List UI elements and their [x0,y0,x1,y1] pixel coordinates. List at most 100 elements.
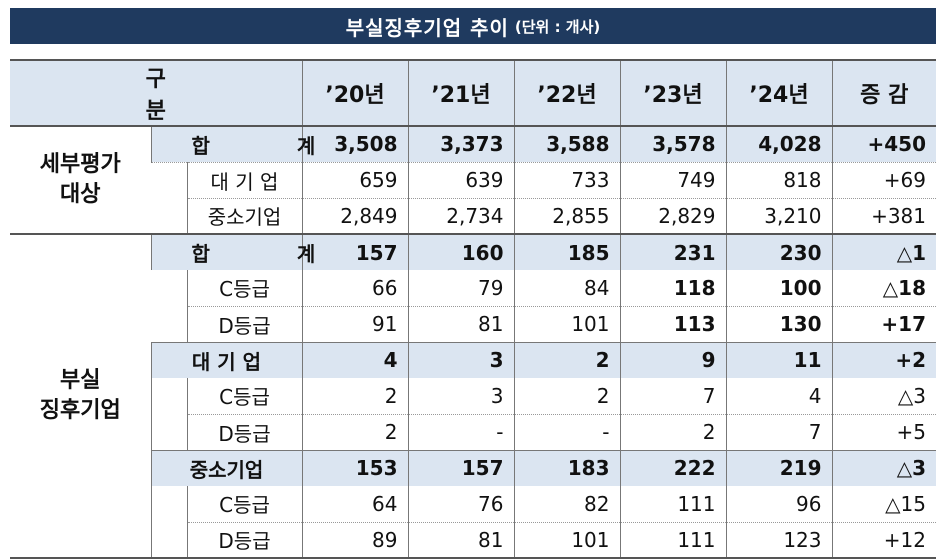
indent-cell [150,522,187,559]
cell-change: △15 [831,486,936,523]
cell-value: 84 [513,270,620,307]
cell-value: 3,508 [301,126,408,163]
cell-value: 2 [301,414,408,450]
cell-value: 7 [619,378,726,415]
cell-value: 79 [407,270,514,307]
cell-change: △1 [831,234,936,270]
cell-value: 101 [513,306,620,342]
cell-value: 89 [301,522,408,559]
cell-value: 91 [301,306,408,342]
cell-value: 118 [619,270,726,307]
table-title-bar: 부실징후기업 추이 (단위 : 개사) [10,8,936,44]
table-row: 중소기업 2,849 2,734 2,855 2,829 3,210 +381 [10,198,936,235]
group-label-evaluation-target: 세부평가 대상 [10,126,151,235]
table-row: C등급 64 76 82 111 96 △15 [10,486,936,523]
cell-value: 3 [407,341,514,378]
row-label: 합 계 [150,234,315,270]
indent-cell [151,162,187,198]
table-row: D등급 2 - - 2 7 +5 [10,414,936,450]
cell-value: 11 [725,341,832,378]
group-label-distressed: 부실 징후기업 [10,234,151,559]
row-label: D등급 [186,522,302,559]
cell-change: +12 [831,522,936,559]
row-label: 대 기 업 [186,162,302,199]
cell-value: 101 [513,522,620,559]
indent-cell [151,198,187,235]
cell-value: 231 [619,234,726,270]
cell-value: 749 [619,162,726,199]
cell-change: △3 [831,449,936,486]
cell-value: 2,849 [301,198,408,235]
cell-change: +5 [831,414,936,450]
group-label-line: 대상 [60,182,101,207]
cell-value: 818 [725,162,832,199]
cell-value: 111 [619,522,726,559]
cell-value: 66 [301,270,408,307]
table-row: C등급 66 79 84 118 100 △18 [10,270,936,307]
indent-cell [150,378,187,414]
indent-cell [151,270,187,306]
cell-value: 3,588 [513,126,620,163]
cell-value: 82 [513,486,620,523]
header-row: 구 분 ’20년 ’21년 ’22년 ’23년 ’24년 증 감 [10,59,936,127]
table-row: D등급 91 81 101 113 130 +17 [10,306,936,342]
row-label: D등급 [186,414,302,450]
cell-value: 3 [407,378,514,415]
cell-value: 219 [725,449,832,486]
row-label: D등급 [186,306,302,342]
cell-value: 659 [301,162,408,199]
indent-cell [150,414,187,450]
cell-value: 185 [513,234,620,270]
cell-value: 3,578 [619,126,726,163]
table-title: 부실징후기업 추이 [345,15,509,40]
cell-value: 3,373 [407,126,514,163]
cell-value: 111 [619,486,726,523]
table-row: 부실 징후기업 합 계 157 160 185 231 230 △1 [10,234,936,559]
cell-value: 81 [407,522,514,559]
distressed-firms-table: 구 분 ’20년 ’21년 ’22년 ’23년 ’24년 증 감 세부평가 대상… [10,59,936,559]
cell-value: 4 [725,378,832,415]
cell-change: +69 [831,162,936,199]
cell-value: 157 [407,449,514,486]
cell-value: - [513,414,620,450]
group-label-line: 징후기업 [39,398,121,423]
row-label: 중소기업 [186,198,302,235]
cell-value: - [407,414,514,450]
cell-value: 9 [619,341,726,378]
cell-value: 96 [725,486,832,523]
header-year: ’22년 [513,59,620,127]
row-label: 대 기 업 [150,341,302,378]
cell-value: 153 [301,449,408,486]
cell-value: 4,028 [725,126,832,163]
cell-value: 64 [301,486,408,523]
header-year: ’20년 [301,59,408,127]
cell-value: 733 [513,162,620,199]
header-category: 구 분 [10,59,302,127]
header-year: ’21년 [407,59,514,127]
cell-value: 230 [725,234,832,270]
row-label: C등급 [186,378,302,415]
cell-value: 2 [301,378,408,415]
cell-change: △3 [831,378,936,415]
table-row: 대 기 업 659 639 733 749 818 +69 [10,162,936,199]
row-label: 합 계 [150,126,315,163]
cell-value: 2 [513,341,620,378]
cell-value: 222 [619,449,726,486]
table-row: 중소기업 153 157 183 222 219 △3 [10,449,936,486]
cell-value: 81 [407,306,514,342]
row-label: 중소기업 [150,449,302,486]
row-label: C등급 [186,486,302,523]
group-label-line: 부실 [60,368,101,393]
cell-value: 157 [301,234,408,270]
table-unit-note: (단위 : 개사) [514,17,601,36]
cell-change: +450 [831,126,936,163]
group-label-line: 세부평가 [39,152,121,177]
cell-change: △18 [831,270,936,307]
cell-value: 113 [619,306,726,342]
row-label: C등급 [186,270,302,307]
header-year: ’24년 [725,59,832,127]
header-year: ’23년 [619,59,726,127]
cell-change: +17 [831,306,936,342]
cell-value: 2,829 [619,198,726,235]
cell-value: 160 [407,234,514,270]
